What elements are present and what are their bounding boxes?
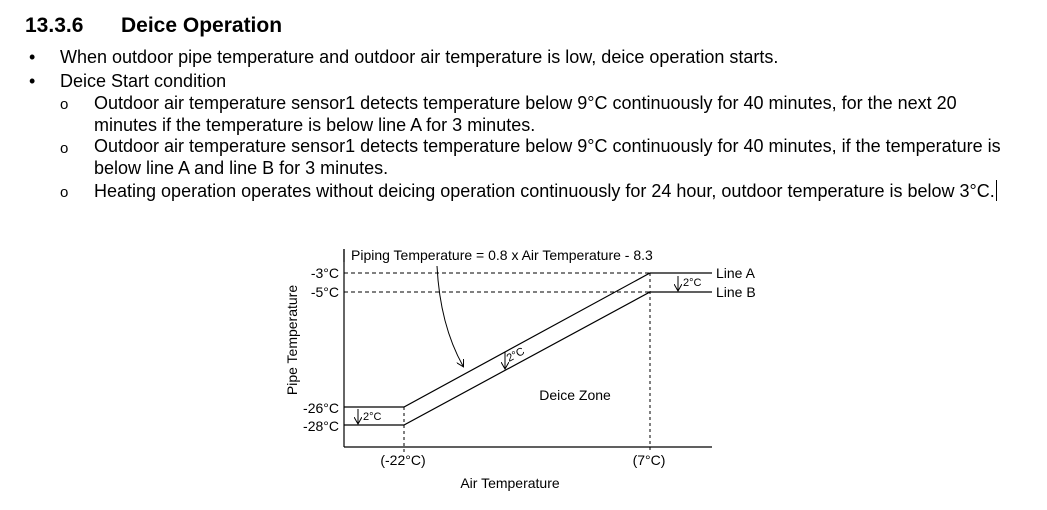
bullet-marker: • xyxy=(29,47,36,67)
offset-label-middle: 2°C xyxy=(505,345,527,364)
bullet-marker: • xyxy=(29,71,36,91)
x-tick-label: (-22°C) xyxy=(380,452,425,468)
y-tick-label: -3°C xyxy=(311,265,339,281)
text-cursor xyxy=(995,180,997,201)
offset-label-left: 2°C xyxy=(363,411,382,423)
sub-bullet-text: Outdoor air temperature sensor1 detects … xyxy=(94,93,957,135)
line-b-label: Line B xyxy=(716,284,756,300)
section-title: Deice Operation xyxy=(121,14,283,37)
line-a-label: Line A xyxy=(716,265,756,281)
sub-bullet-text[interactable]: Heating operation operates without deici… xyxy=(94,180,1024,203)
line-b xyxy=(344,291,712,426)
offset-label-right: 2°C xyxy=(683,277,702,289)
formula-arrow xyxy=(436,265,463,366)
bullet-text: When outdoor pipe temperature and outdoo… xyxy=(60,47,779,67)
section-heading: 13.3.6 Deice Operation xyxy=(25,14,282,38)
x-tick-label: (7°C) xyxy=(633,452,666,468)
y-tick-label: -28°C xyxy=(303,418,339,434)
y-tick-label: -5°C xyxy=(311,284,339,300)
formula-label: Piping Temperature = 0.8 x Air Temperatu… xyxy=(351,247,653,263)
sub-bullet-marker: o xyxy=(60,184,69,201)
line-a xyxy=(344,272,712,408)
deice-zone-label: Deice Zone xyxy=(539,387,611,403)
x-axis-label: Air Temperature xyxy=(460,475,560,491)
sub-bullet-text-content: Heating operation operates without deici… xyxy=(94,181,995,201)
bullet-text: Deice Start condition xyxy=(60,71,227,91)
sub-bullet-marker: o xyxy=(60,140,69,157)
sub-bullet-marker: o xyxy=(60,96,69,113)
section-number: 13.3.6 xyxy=(25,14,84,37)
sub-bullet-text: Outdoor air temperature sensor1 detects … xyxy=(94,136,1001,178)
y-axis-label: Pipe Temperature xyxy=(284,285,300,395)
y-tick-label: -26°C xyxy=(303,400,339,416)
